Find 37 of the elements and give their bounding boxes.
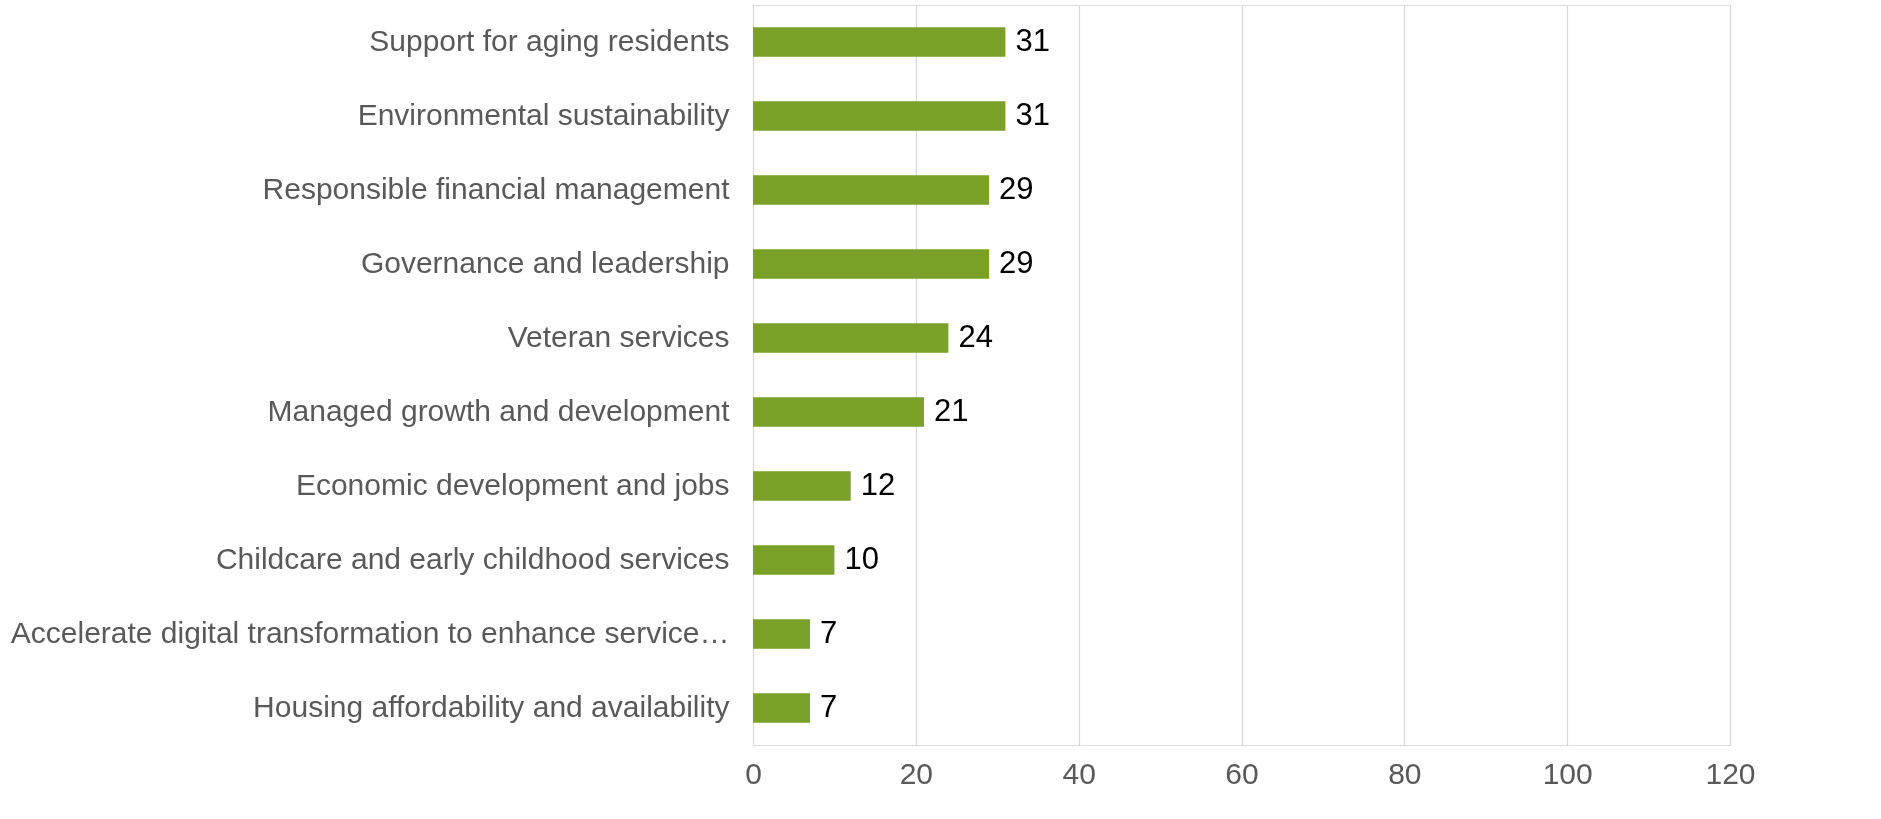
y-tick-label: Housing affordability and availability [253,690,730,723]
y-tick-label: Accelerate digital transformation to enhance service… [10,616,730,649]
data-label: 29 [999,245,1034,280]
y-tick-label: Veteran services [507,320,730,353]
bar [753,101,1006,131]
x-tick-label: 20 [899,756,934,790]
x-tick-label: 120 [1705,756,1756,790]
data-label: 29 [999,171,1034,206]
bar [753,249,990,279]
y-tick-label: Childcare and early childhood services [215,542,730,575]
data-label: 7 [819,689,838,724]
x-tick-label: 60 [1225,756,1259,790]
y-tick-label: Managed growth and development [267,394,731,427]
y-tick-label: Governance and leadership [360,246,730,279]
bar [753,619,810,649]
bar [753,397,924,427]
data-label: 10 [844,541,879,576]
x-tick-label: 0 [745,756,762,790]
y-tick-label: Responsible financial management [262,172,731,205]
y-tick-label: Economic development and jobs [295,468,730,501]
bar [753,545,835,575]
x-tick-label: 40 [1062,756,1096,790]
bar [753,27,1006,57]
x-tick-label: 80 [1388,756,1422,790]
x-tick-label: 100 [1542,756,1593,790]
bar [753,323,949,353]
bar [753,471,851,501]
data-label: 24 [958,319,993,354]
data-label: 21 [933,393,969,428]
y-tick-label: Support for aging residents [369,24,730,57]
data-label: 31 [1015,23,1050,58]
data-label: 12 [860,467,896,502]
data-label: 7 [819,615,838,650]
bar [753,693,810,723]
y-tick-label: Environmental sustainability [357,98,730,131]
data-label: 31 [1015,97,1050,132]
bar [753,175,990,205]
